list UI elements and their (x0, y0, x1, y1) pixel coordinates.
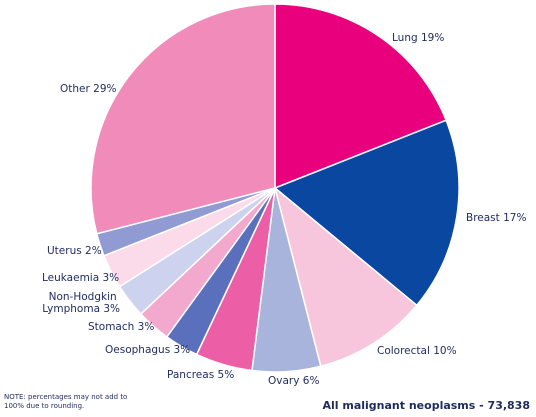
label-ovary: Ovary 6% (268, 375, 319, 387)
label-nhl: Non-Hodgkin Lymphoma 3% (42, 291, 120, 315)
pie-slice-1 (273, 119, 460, 307)
label-lung: Lung 19% (392, 32, 444, 44)
label-stomach: Stomach 3% (88, 321, 154, 333)
label-oesophagus: Oesophagus 3% (105, 344, 190, 356)
label-other: Other 29% (60, 83, 117, 95)
rounding-note: NOTE: percentages may not add to 100% du… (4, 393, 128, 410)
label-nhl-line-2: Lymphoma 3% (42, 303, 120, 315)
label-pancreas: Pancreas 5% (167, 369, 234, 381)
label-colorectal: Colorectal 10% (377, 345, 457, 357)
pie-slice-10 (90, 3, 276, 235)
label-breast: Breast 17% (466, 212, 526, 224)
pie-slice-0 (274, 3, 448, 190)
label-uterus: Uterus 2% (47, 245, 102, 257)
pie-slice-2 (273, 185, 418, 368)
total-label: All malignant neoplasms - 73,838 (322, 399, 530, 412)
label-leukaemia: Leukaemia 3% (42, 272, 119, 284)
label-nhl-line-1: Non-Hodgkin (49, 291, 117, 303)
